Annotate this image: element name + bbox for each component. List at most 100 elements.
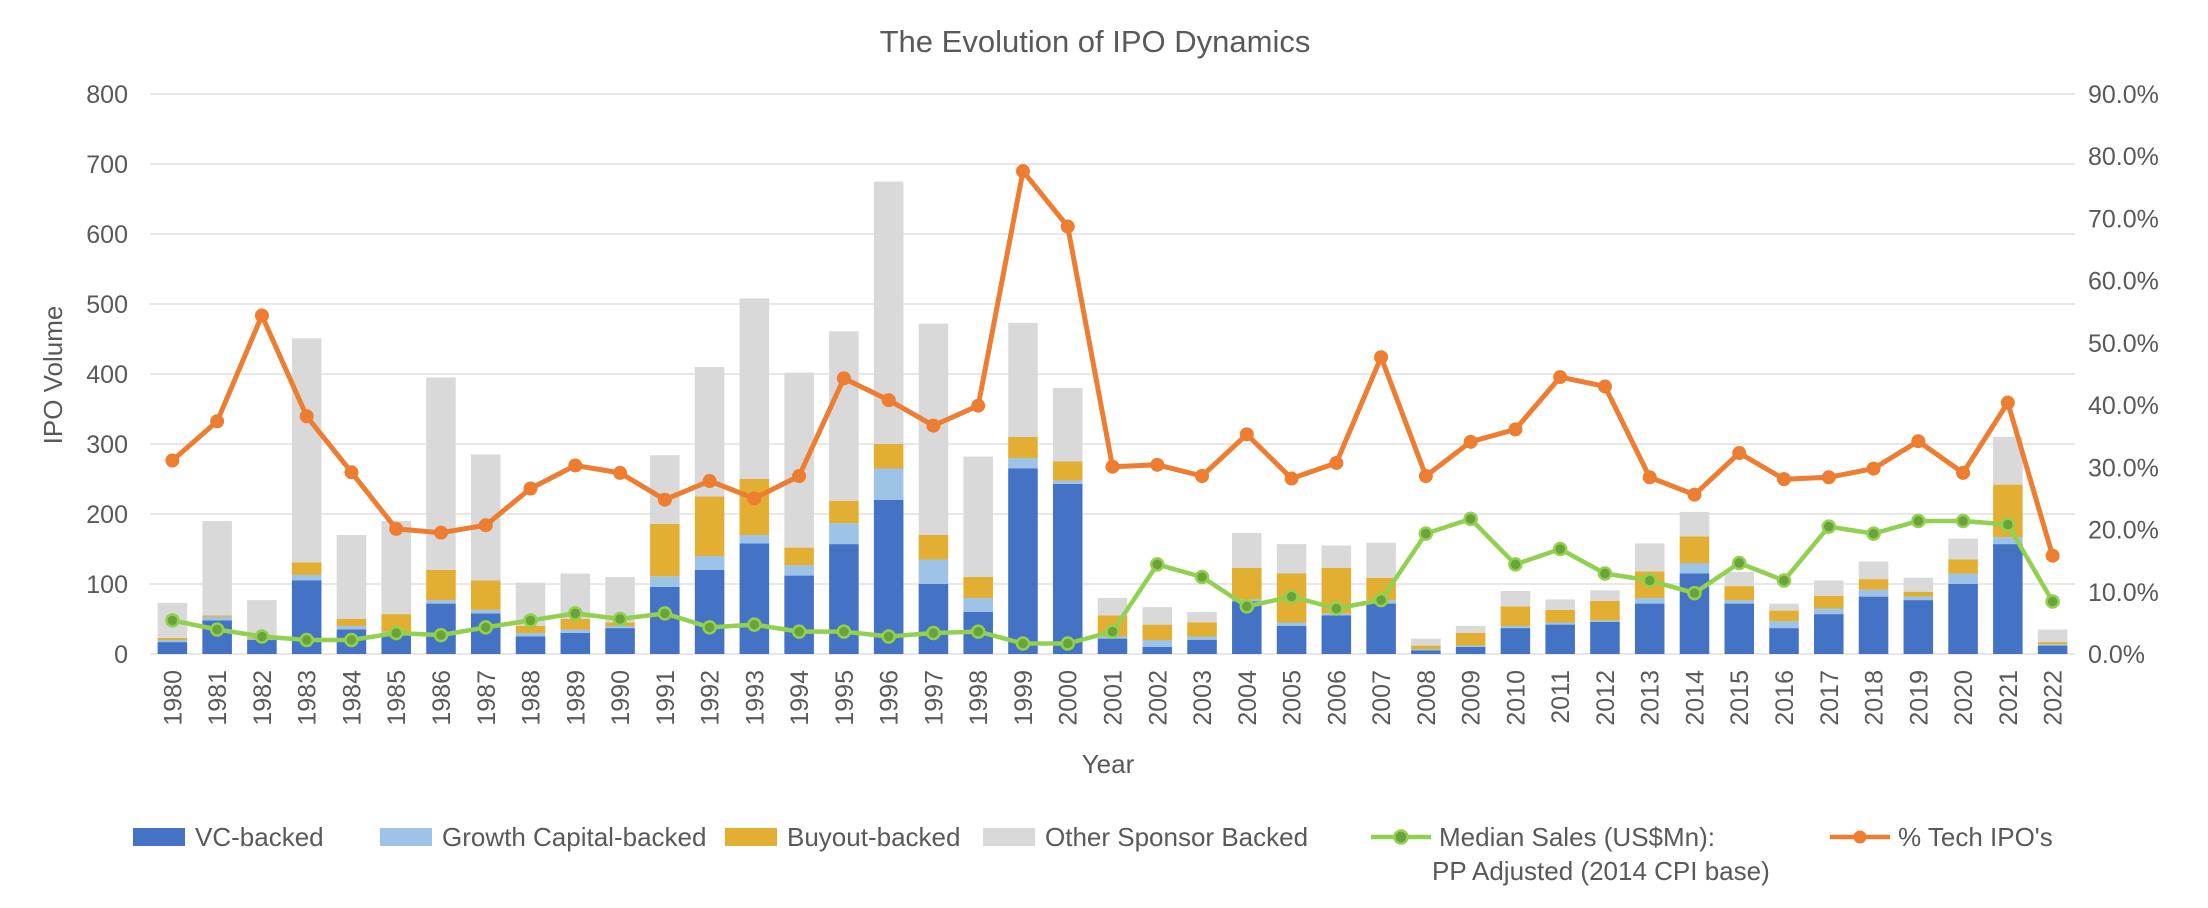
series-point — [657, 492, 672, 507]
x-tick-label: 2013 — [1637, 670, 1665, 726]
series-point — [702, 620, 717, 635]
series-point — [254, 629, 270, 644]
x-tick-label: 1993 — [741, 670, 769, 726]
legend-item: Median Sales (US$Mn): PP Adjusted (2014 C… — [1371, 822, 1770, 886]
y-tick-label: 600 — [86, 221, 128, 249]
x-tick-label: 2011 — [1547, 670, 1575, 724]
series-point — [1597, 566, 1613, 581]
series-point — [926, 625, 941, 641]
bar-segment — [202, 521, 232, 616]
bar-segment — [918, 559, 949, 584]
bar-segment — [605, 628, 635, 654]
bar-segment — [650, 523, 680, 577]
y2-tick-label: 10.0% — [2088, 579, 2159, 607]
legend-marker — [1853, 830, 1867, 844]
bar-segment — [291, 574, 322, 581]
bar-segment — [470, 580, 501, 610]
bar-segment — [2037, 645, 2068, 654]
bar-segment — [381, 614, 411, 632]
x-tick-label: 1980 — [159, 670, 187, 726]
series-point — [1015, 164, 1030, 179]
series-point — [1373, 592, 1389, 608]
x-tick-label: 1982 — [249, 670, 277, 726]
bar-segment — [963, 598, 993, 612]
bar-segment — [694, 570, 725, 654]
series-point — [2000, 517, 2016, 532]
series-point — [2045, 594, 2060, 609]
legend-item: VC-backed — [133, 822, 324, 852]
bar-segment — [829, 331, 859, 501]
x-tick-label: 2015 — [1726, 670, 1754, 726]
bar-segment — [784, 565, 814, 576]
series-point — [1284, 589, 1299, 604]
legend: VC-backed Growth Capital-backed Buyout-bac… — [133, 822, 2053, 886]
bar-segment — [1232, 532, 1262, 568]
series-point — [1374, 350, 1389, 365]
legend-item: Buyout-backed — [725, 822, 960, 852]
bar-segment — [291, 562, 322, 575]
bar-segment — [1008, 458, 1038, 469]
bar-segment — [1545, 599, 1575, 610]
series-point — [1553, 370, 1568, 385]
x-axis: 1980 1981 1982 1983 1984 1985 1986 1987 1988 1989… — [159, 670, 2067, 726]
legend-swatch — [983, 828, 1035, 846]
series-point — [792, 469, 807, 484]
series-point — [1552, 541, 1568, 557]
bar-segment — [1724, 600, 1755, 604]
legend-swatch — [725, 828, 777, 846]
bar-segment — [1858, 561, 1889, 580]
bar-segment — [1948, 573, 1978, 584]
y-tick-label: 200 — [86, 501, 128, 529]
y-axis-title: IPO Volume — [38, 306, 68, 445]
bar-segment — [291, 338, 322, 563]
series-point — [1418, 526, 1434, 541]
bar-segment — [1679, 563, 1710, 574]
bar-segment — [157, 642, 188, 654]
bar-segment — [1187, 622, 1217, 637]
bar-segment — [1948, 538, 1978, 560]
x-tick-label: 1996 — [876, 670, 904, 726]
x-tick-label: 2007 — [1368, 670, 1396, 726]
bar-segment — [739, 479, 770, 535]
series-point — [568, 458, 583, 473]
bar-segment — [1590, 590, 1620, 601]
y-tick-label: 0 — [114, 641, 128, 669]
x-tick-label: 2008 — [1413, 670, 1441, 726]
legend-label: % Tech IPO's — [1898, 822, 2053, 852]
bar-segment — [426, 570, 456, 601]
y2-tick-label: 30.0% — [2088, 454, 2159, 482]
bar-segment — [336, 626, 367, 630]
series-point — [970, 624, 986, 639]
bar-segment — [1724, 586, 1755, 601]
series-point — [165, 453, 180, 468]
x-axis-title: Year — [1082, 749, 1135, 779]
series-point — [1866, 526, 1881, 541]
series-point — [1687, 585, 1702, 601]
bar-segment — [1948, 584, 1978, 654]
x-tick-label: 1992 — [697, 670, 725, 726]
series-point — [1642, 470, 1657, 485]
bar-segment — [1008, 322, 1038, 437]
bar-segment — [1008, 437, 1038, 458]
bar-segment — [1679, 536, 1710, 563]
series-point — [1911, 434, 1926, 449]
bar-segment — [918, 535, 949, 560]
x-tick-label: 2009 — [1458, 670, 1486, 726]
left-axis: 0 100 200 300 400 500 600 700 800 — [86, 81, 128, 669]
y2-tick-label: 70.0% — [2088, 205, 2159, 233]
bar-segment — [560, 633, 591, 654]
legend-label-line2: PP Adjusted (2014 CPI base) — [1432, 856, 1770, 886]
bar-segment — [1008, 468, 1038, 654]
bar-segment — [1052, 461, 1083, 481]
bar-segment — [1276, 622, 1307, 626]
bar-segment — [739, 543, 770, 654]
series-point — [971, 398, 986, 413]
x-tick-label: 1995 — [831, 670, 859, 726]
bar-segment — [515, 626, 546, 633]
bar-segment — [515, 633, 546, 637]
x-tick-label: 1990 — [607, 670, 635, 726]
x-tick-label: 2017 — [1816, 670, 1844, 726]
bar-segment — [1276, 626, 1307, 654]
x-tick-label: 1983 — [294, 670, 322, 726]
series-point — [881, 629, 896, 644]
